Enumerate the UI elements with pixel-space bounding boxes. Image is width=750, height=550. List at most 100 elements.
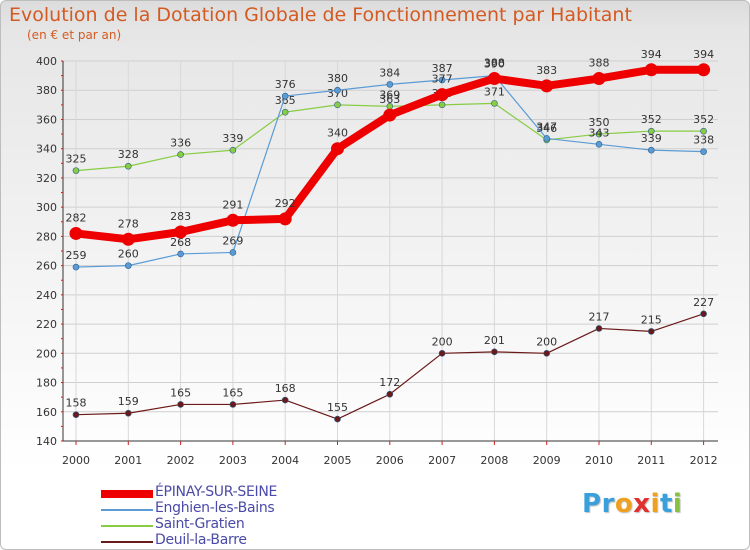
data-label-pinay-sur-seine: 377 [432, 73, 453, 86]
x-tick-label: 2008 [480, 454, 508, 467]
data-point-enghien-les-bains [72, 263, 80, 271]
data-point-pinay-sur-seine [697, 63, 711, 77]
data-label-enghien-les-bains: 268 [170, 236, 191, 249]
data-label-saint-gratien: 369 [379, 88, 400, 101]
data-label-pinay-sur-seine: 383 [536, 64, 557, 77]
data-point-deuil-la-barre [334, 415, 341, 423]
data-label-deuil-la-barre: 165 [170, 386, 191, 399]
data-label-saint-gratien: 336 [170, 137, 191, 150]
data-label-deuil-la-barre: 215 [641, 313, 662, 326]
data-label-enghien-les-bains: 259 [66, 249, 87, 262]
data-point-saint-gratien [125, 162, 132, 170]
data-label-enghien-les-bains: 269 [222, 234, 243, 247]
x-tick-label: 2000 [62, 454, 90, 467]
data-label-enghien-les-bains: 260 [118, 248, 139, 261]
data-point-enghien-les-bains [177, 250, 184, 258]
data-label-enghien-les-bains: 376 [275, 78, 296, 91]
data-label-pinay-sur-seine: 292 [275, 197, 296, 210]
data-label-enghien-les-bains: 343 [589, 126, 610, 139]
data-point-pinay-sur-seine [331, 142, 344, 156]
data-label-saint-gratien: 325 [66, 153, 87, 166]
data-point-deuil-la-barre [647, 328, 655, 335]
data-point-deuil-la-barre [72, 411, 80, 418]
y-tick-label: 280 [36, 230, 57, 243]
data-label-saint-gratien: 352 [693, 113, 714, 126]
y-tick-label: 300 [36, 201, 57, 214]
legend-swatch [101, 525, 153, 527]
data-label-saint-gratien: 350 [589, 116, 610, 129]
legend-item: ÉPINAY-SUR-SEINE [101, 484, 341, 502]
data-point-pinay-sur-seine [383, 108, 397, 122]
data-label-enghien-les-bains: 380 [327, 72, 348, 85]
data-point-saint-gratien [281, 108, 289, 116]
y-tick-label: 180 [36, 377, 57, 390]
data-label-enghien-les-bains: 390 [484, 58, 505, 71]
chart-subtitle: (en € et par an) [27, 28, 122, 42]
legend-label: ÉPINAY-SUR-SEINE [155, 484, 278, 500]
x-tick-label: 2007 [428, 454, 456, 467]
x-tick-label: 2001 [114, 454, 142, 467]
data-point-pinay-sur-seine [644, 63, 658, 77]
data-point-deuil-la-barre [386, 390, 394, 398]
x-tick-label: 2002 [167, 454, 195, 467]
data-label-deuil-la-barre: 168 [275, 382, 296, 395]
y-tick-label: 340 [36, 143, 57, 156]
y-tick-label: 160 [36, 406, 57, 419]
y-tick-label: 380 [36, 84, 57, 97]
legend-item: Deuil-la-Barre [101, 532, 341, 549]
data-point-deuil-la-barre [177, 401, 184, 408]
data-point-saint-gratien [647, 127, 655, 135]
chart-legend: ÉPINAY-SUR-SEINE Enghien-les-Bains Saint-G… [101, 484, 341, 549]
legend-item: Saint-Gratien [101, 516, 341, 534]
legend-swatch [101, 541, 153, 543]
data-point-saint-gratien [334, 101, 341, 109]
data-point-pinay-sur-seine [592, 72, 606, 86]
x-tick-label: 2009 [533, 454, 561, 467]
data-point-enghien-les-bains [229, 249, 237, 256]
x-tick-label: 2003 [219, 454, 247, 467]
data-label-pinay-sur-seine: 388 [484, 57, 505, 70]
data-point-enghien-les-bains [700, 148, 707, 155]
data-point-deuil-la-barre [125, 409, 132, 417]
data-label-deuil-la-barre: 227 [693, 296, 714, 309]
legend-label: Deuil-la-Barre [155, 532, 247, 548]
x-tick-label: 2006 [376, 454, 404, 467]
data-label-saint-gratien: 339 [222, 132, 243, 145]
data-label-pinay-sur-seine: 283 [170, 210, 191, 223]
x-tick-label: 2004 [271, 454, 299, 467]
data-point-pinay-sur-seine [69, 226, 83, 240]
logo-letter: r [601, 489, 615, 519]
y-tick-label: 360 [36, 113, 57, 126]
data-point-enghien-les-bains [281, 92, 289, 100]
data-label-deuil-la-barre: 159 [118, 395, 139, 408]
x-tick-label: 2005 [324, 454, 352, 467]
legend-item: Enghien-les-Bains [101, 500, 341, 518]
y-tick-label: 200 [36, 347, 57, 360]
x-tick-label: 2012 [690, 454, 718, 467]
data-point-enghien-les-bains [438, 76, 446, 84]
x-tick-label: 2011 [637, 454, 665, 467]
data-point-pinay-sur-seine [435, 88, 449, 102]
data-point-enghien-les-bains [334, 86, 341, 94]
data-label-deuil-la-barre: 217 [589, 310, 610, 323]
data-point-saint-gratien [595, 130, 603, 138]
data-point-enghien-les-bains [125, 262, 132, 269]
data-label-pinay-sur-seine: 388 [589, 57, 610, 70]
data-point-pinay-sur-seine [487, 72, 501, 86]
data-point-pinay-sur-seine [121, 232, 135, 246]
data-label-pinay-sur-seine: 394 [641, 48, 662, 61]
logo-letter: P [582, 489, 602, 519]
proxiti-logo: Proxiti [582, 489, 682, 519]
logo-letter: o [614, 489, 634, 519]
data-point-saint-gratien [229, 146, 237, 154]
data-label-pinay-sur-seine: 363 [379, 93, 400, 106]
data-point-saint-gratien [438, 101, 446, 109]
data-label-saint-gratien: 371 [484, 85, 505, 98]
data-label-pinay-sur-seine: 394 [693, 48, 714, 61]
y-tick-label: 260 [36, 260, 57, 273]
data-label-pinay-sur-seine: 291 [222, 198, 243, 211]
data-label-enghien-les-bains: 384 [379, 66, 400, 79]
data-point-pinay-sur-seine [174, 225, 188, 239]
